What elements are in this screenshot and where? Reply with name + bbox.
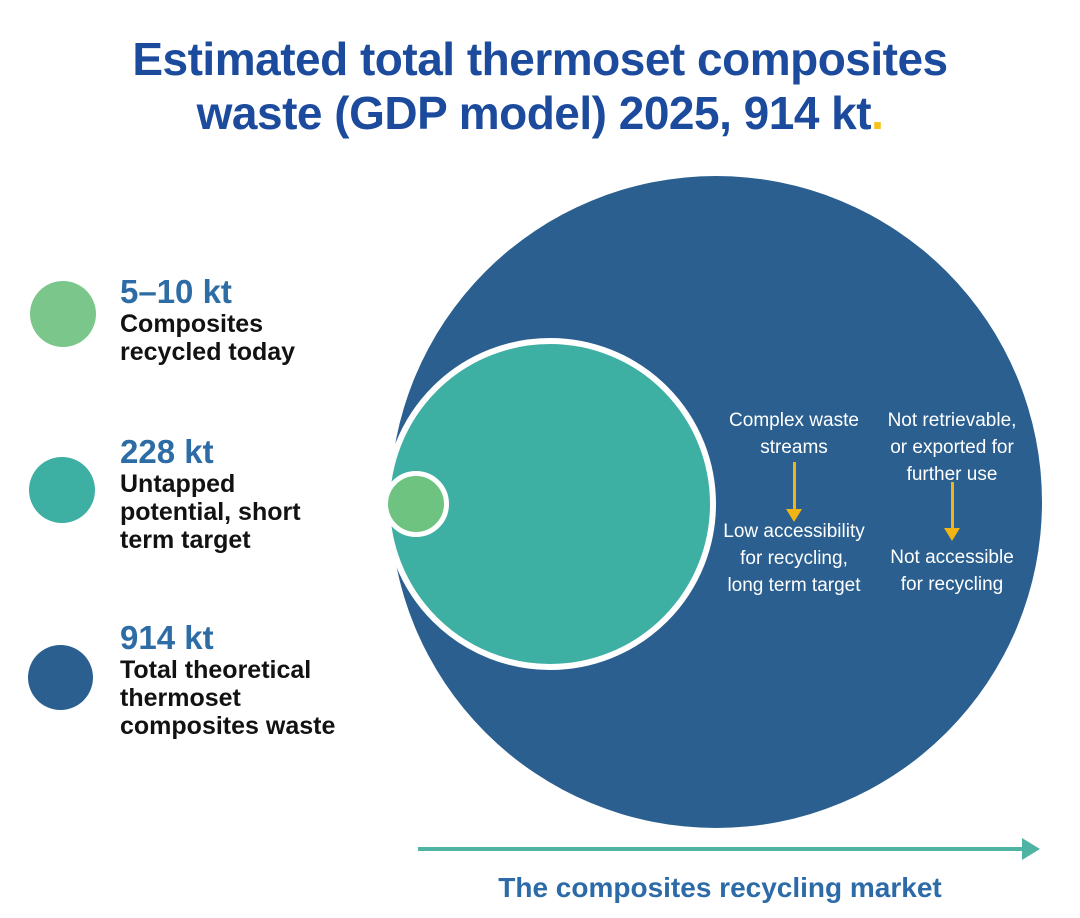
annotation-low-accessibility: Low accessibility for recycling, long te… [723, 521, 865, 596]
annotation-not-retrievable: Not retrievable, or exported for further… [887, 410, 1017, 485]
legend-value-untapped-potential: 228 kt [120, 433, 214, 470]
right-arrow-icon [1022, 838, 1040, 860]
title-line-1: Estimated total thermoset composites [132, 33, 948, 85]
legend-value-recycled-today: 5–10 kt [120, 273, 232, 310]
legend-value-total-waste: 914 kt [120, 619, 214, 656]
market-axis-line [418, 847, 1022, 851]
down-arrow-icon [786, 462, 802, 522]
market-axis-label: The composites recycling market [498, 872, 942, 903]
legend-swatch-recycled-today [30, 281, 96, 347]
legend-swatch-total-waste [28, 645, 93, 710]
arrow-stem [792, 462, 796, 509]
title-yellow-period: . [871, 87, 884, 139]
down-arrow-icon [944, 482, 960, 542]
circle-recycled-today [383, 471, 449, 537]
legend-label-total-waste: Total theoretical thermoset composites w… [120, 656, 336, 740]
annotation-not-accessible: Not accessible for recycling [890, 547, 1014, 595]
legend-item-untapped-potential: 228 kt Untapped potential, short term ta… [120, 433, 301, 555]
legend-swatch-untapped-potential [29, 457, 95, 523]
page-title: Estimated total thermoset composites was… [0, 32, 1080, 140]
arrow-head [944, 528, 960, 541]
legend-label-recycled-today: Composites recycled today [120, 310, 296, 366]
legend-item-recycled-today: 5–10 kt Composites recycled today [120, 273, 296, 367]
arrow-stem [950, 482, 954, 528]
title-line-2: waste (GDP model) 2025, 914 kt. [196, 87, 884, 139]
legend-item-total-waste: 914 kt Total theoretical thermoset compo… [120, 619, 336, 741]
arrow-head [786, 509, 802, 522]
legend-label-untapped-potential: Untapped potential, short term target [120, 470, 301, 554]
annotation-complex-waste-streams: Complex waste streams [729, 410, 859, 458]
